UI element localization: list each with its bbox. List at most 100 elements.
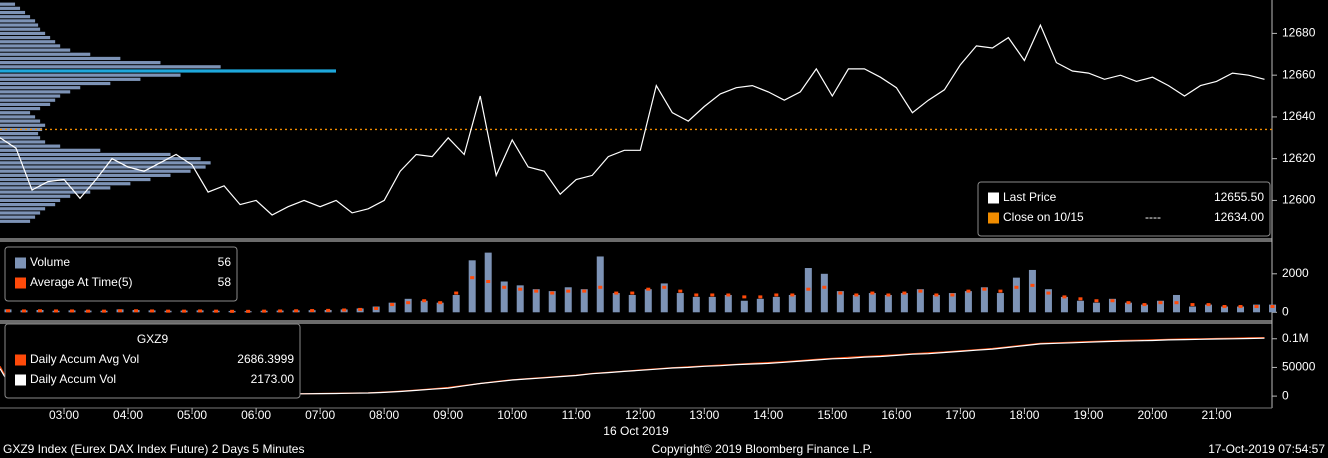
profile-bar: [0, 194, 71, 198]
profile-bar: [0, 186, 111, 190]
volume-bar: [452, 294, 460, 313]
average-dot: [934, 293, 939, 297]
average-dot: [70, 309, 75, 313]
profile-bar: [0, 111, 31, 115]
profile-bar: [0, 140, 46, 144]
volume-bar: [516, 285, 524, 313]
profile-bar: [0, 40, 56, 44]
profile-bar: [0, 119, 41, 123]
legend-box: [4, 323, 301, 399]
profile-bar: [0, 148, 101, 152]
x-tick-label: 13:00: [689, 408, 719, 422]
volume-bar: [980, 287, 988, 313]
legend-name: Volume: [30, 255, 70, 269]
average-dot: [390, 303, 395, 307]
profile-bar: [0, 2, 16, 6]
profile-bar: [0, 182, 131, 186]
volume-bar: [772, 296, 780, 313]
average-dot: [470, 276, 475, 280]
volume-bar: [644, 289, 652, 313]
x-tick-label: 17:00: [945, 408, 975, 422]
profile-bar: [0, 23, 39, 27]
x-tick-label: 19:00: [1073, 408, 1103, 422]
legend-name: Close on 10/15: [1003, 210, 1084, 224]
x-tick-label: 03:00: [49, 408, 79, 422]
profile-bar: [0, 6, 21, 10]
profile-bar: [0, 115, 36, 119]
y-tick-label: 12680: [1282, 26, 1316, 40]
volume-bar: [1205, 304, 1213, 313]
average-dot: [902, 291, 907, 295]
legend-value: 2173.00: [251, 372, 295, 386]
average-dot: [662, 285, 667, 289]
volume-bar: [388, 302, 396, 313]
average-dot: [230, 309, 235, 313]
legend-swatch: [15, 374, 26, 386]
profile-bar: [0, 52, 91, 56]
x-tick-label: 21:00: [1201, 408, 1231, 422]
average-dot: [1174, 301, 1179, 305]
profile-bar: [0, 211, 41, 215]
average-dot: [422, 299, 427, 303]
profile-bar: [0, 56, 121, 61]
profile-bar: [0, 169, 191, 173]
average-dot: [1014, 285, 1019, 289]
profile-bar: [0, 81, 111, 86]
average-dot: [678, 289, 683, 293]
x-tick-label: 20:00: [1137, 408, 1167, 422]
volume-bar: [996, 293, 1004, 313]
average-dot: [646, 287, 651, 291]
volume-bar: [548, 291, 556, 313]
y-tick-label: 0: [1282, 304, 1289, 318]
volume-bar: [1044, 289, 1052, 313]
volume-bar: [1221, 306, 1229, 313]
average-dot: [614, 291, 619, 295]
volume-bar: [1108, 298, 1116, 313]
volume-bar: [420, 300, 428, 313]
profile-bar: [0, 90, 71, 94]
legend-value: 12655.50: [1214, 190, 1264, 204]
profile-bar: [0, 202, 56, 207]
volume-bar: [1060, 296, 1068, 313]
profile-bar: [0, 27, 41, 31]
volume-bar: [1140, 304, 1148, 313]
y-tick-label: 0.1M: [1282, 331, 1309, 345]
volume-bar: [836, 291, 844, 313]
average-dot: [582, 289, 587, 293]
average-dot: [790, 293, 795, 297]
footer-right: 17-Oct-2019 07:54:57: [1208, 442, 1325, 456]
profile-bar: [0, 94, 61, 98]
legend-name: Daily Accum Vol: [30, 372, 116, 386]
average-dot: [854, 293, 859, 297]
profile-bar: [0, 152, 171, 157]
average-dot: [54, 309, 59, 313]
legend-title: GXZ9: [137, 332, 169, 346]
average-dot: [1062, 295, 1067, 299]
legend-box: [977, 181, 1271, 237]
average-dot: [182, 309, 187, 313]
profile-bar: [0, 44, 61, 48]
volume-bar: [1012, 277, 1020, 313]
average-dot: [982, 287, 987, 291]
average-dot: [710, 293, 715, 297]
average-dot: [1254, 305, 1259, 309]
volume-bar: [500, 281, 508, 313]
volume-bar: [900, 293, 908, 313]
profile-bar: [0, 144, 61, 148]
average-dot: [1046, 291, 1051, 295]
average-dot: [214, 309, 219, 313]
volume-bar: [1188, 306, 1196, 313]
profile-bar: [0, 35, 51, 40]
y-tick-label: 50000: [1282, 360, 1316, 374]
average-dot: [598, 285, 603, 289]
x-tick-label: 18:00: [1009, 408, 1039, 422]
legend-swatch: [988, 212, 999, 224]
legend-value: 56: [218, 255, 232, 269]
y-tick-label: 12600: [1282, 193, 1316, 207]
average-dot: [534, 289, 539, 293]
volume-bar: [628, 294, 636, 313]
legend-value: 12634.00: [1214, 210, 1264, 224]
average-dot: [150, 309, 155, 313]
average-dot: [1222, 305, 1227, 309]
